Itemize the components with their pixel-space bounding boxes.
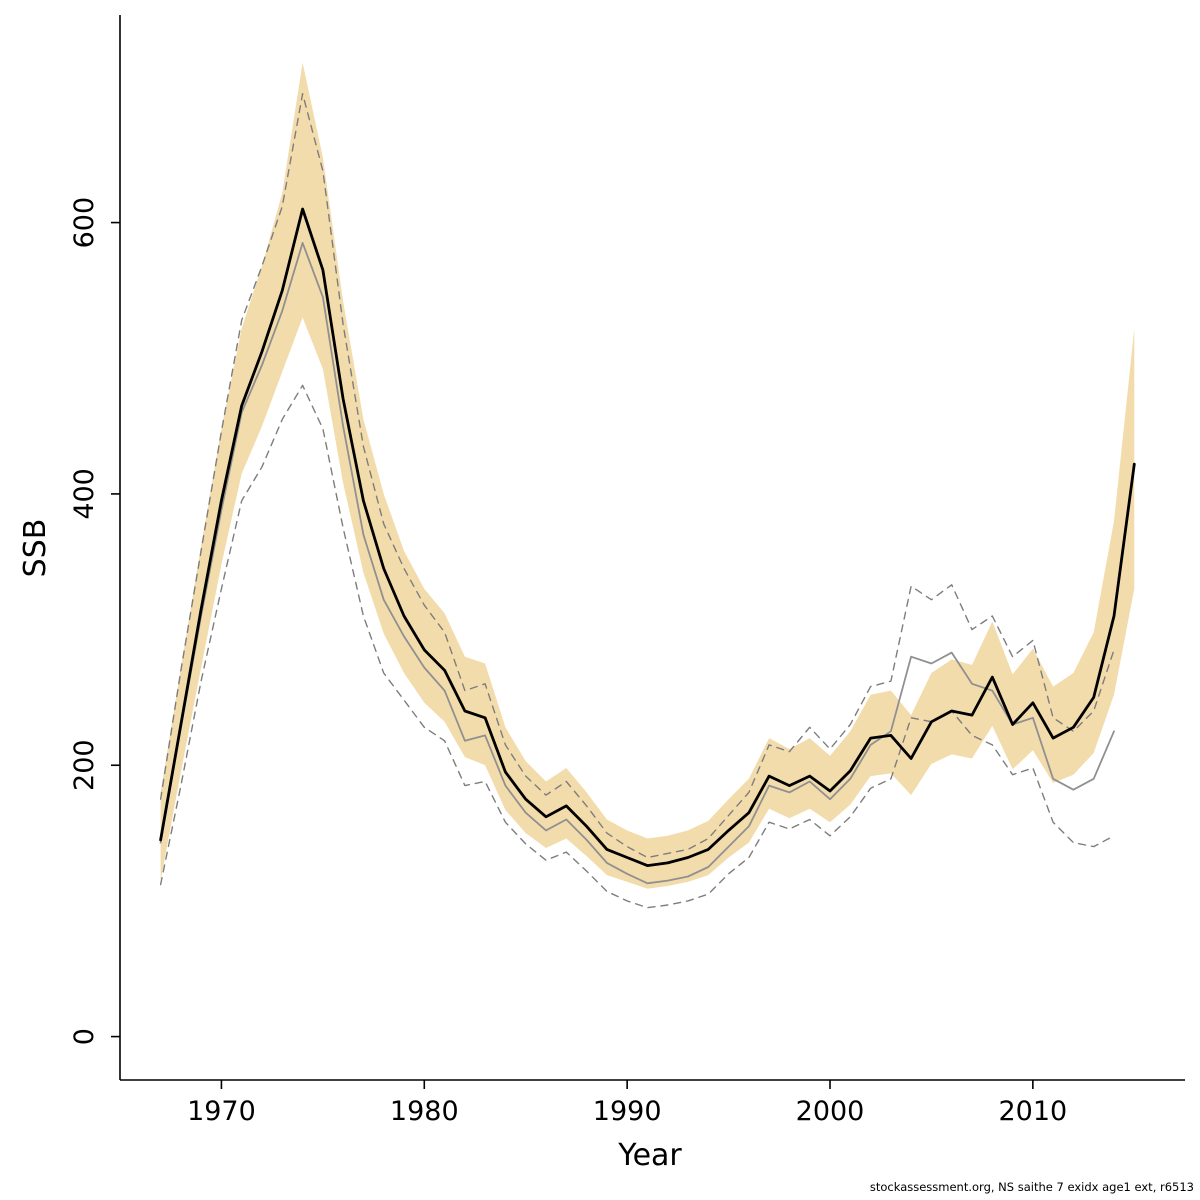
x-axis-title: Year [617,1138,682,1173]
x-tick-label: 1970 [187,1096,256,1127]
previous-upper-ci-line [159,92,1115,859]
credit-text: stockassessment.org, NS saithe 7 exidx a… [870,1180,1194,1194]
previous-lower-ci-line [159,384,1115,909]
previous-assessment-line [159,241,1115,885]
y-tick-label: 0 [69,1028,100,1045]
x-tick-label: 2010 [998,1096,1067,1127]
x-tick-label: 1980 [390,1096,459,1127]
y-tick-label: 600 [69,197,100,249]
x-tick-label: 2000 [796,1096,865,1127]
confidence-band [160,62,1135,889]
x-tick-label: 1990 [593,1096,662,1127]
y-axis-title: SSB [18,519,53,578]
chart-plot-area: 0 200 400 600 1970 1980 1990 2000 2010 [69,15,1185,1127]
y-tick-label: 200 [69,739,100,791]
ssb-estimate-line [159,207,1136,867]
y-tick-label: 400 [69,468,100,520]
